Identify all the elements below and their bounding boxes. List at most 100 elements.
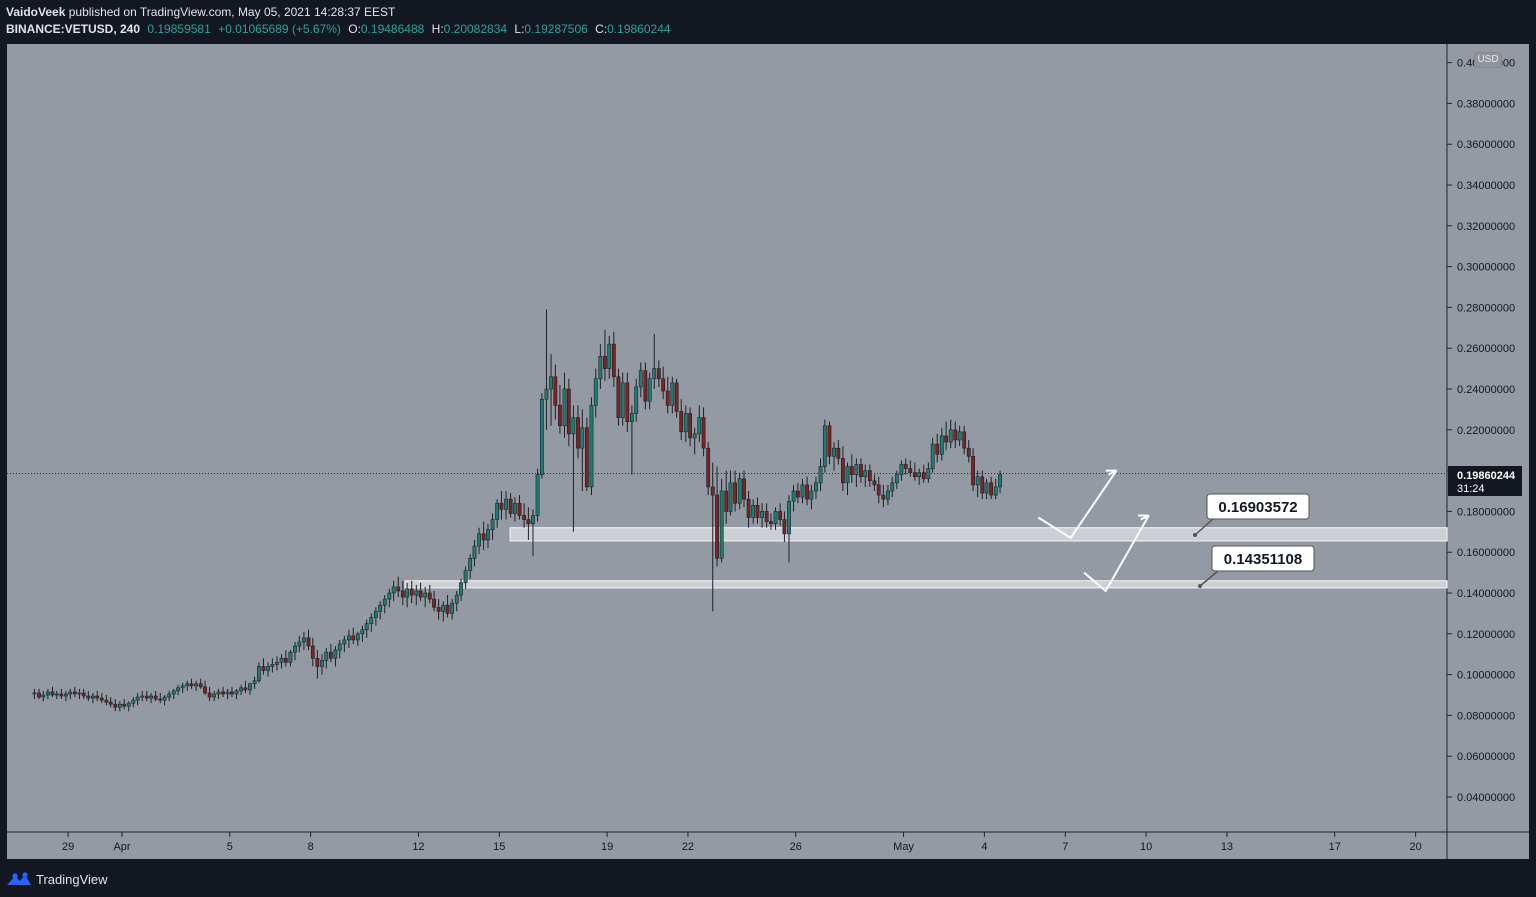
candle-body — [41, 694, 46, 698]
last-price-label: 0.19860244 31:24 — [1448, 466, 1522, 496]
candle-body — [953, 429, 958, 441]
candle-body — [522, 515, 526, 520]
candle — [867, 464, 872, 487]
candle-body — [347, 635, 351, 641]
price-axis-ticks: 0.04000000 0.06000000 0.08000000 0.10000000… — [1447, 58, 1515, 804]
candle-body — [638, 370, 643, 388]
candle — [674, 378, 679, 418]
high-value: 0.20082834 — [443, 22, 508, 36]
candle-body — [32, 692, 37, 695]
candle-body — [432, 598, 436, 608]
support-zone[interactable] — [404, 580, 1448, 589]
candle-body — [481, 533, 486, 541]
candle — [104, 695, 109, 706]
candle — [966, 440, 971, 463]
candle-body — [603, 356, 607, 369]
candle — [620, 372, 625, 426]
candle-body — [755, 504, 760, 518]
candle-body — [436, 606, 441, 612]
time-axis-pane[interactable] — [7, 832, 1529, 859]
candle-body — [782, 519, 787, 535]
candle — [391, 580, 396, 602]
candle — [571, 405, 576, 532]
candle-body — [207, 692, 212, 698]
candle — [504, 491, 508, 520]
candle — [607, 335, 612, 379]
candle-body — [908, 468, 913, 473]
time-tick-label: 19 — [601, 841, 613, 853]
candle-body — [647, 378, 652, 402]
candle-body — [288, 651, 293, 663]
candle-body — [337, 643, 342, 651]
candle-body — [917, 472, 922, 478]
candle-body — [854, 464, 859, 475]
candle — [481, 521, 486, 551]
candle — [522, 503, 526, 528]
candle — [113, 699, 118, 712]
candle — [697, 405, 702, 443]
candle-body — [962, 431, 967, 449]
close-label: C: — [595, 22, 608, 36]
candle — [975, 470, 980, 498]
candle-body — [68, 691, 73, 695]
candle — [99, 692, 104, 704]
candle — [306, 629, 311, 651]
candle-body — [706, 447, 711, 488]
support-zone[interactable] — [509, 527, 1448, 542]
price-tick-label: 0.22000000 — [1457, 425, 1515, 437]
candle-body — [427, 592, 432, 600]
tradingview-footer[interactable]: TradingView — [6, 869, 108, 889]
candle-body — [495, 502, 500, 520]
chart-pane[interactable] — [7, 44, 1447, 832]
last-price: 0.19859581 — [147, 22, 211, 36]
candle — [800, 478, 805, 504]
candle — [288, 650, 293, 667]
candle — [234, 688, 239, 700]
candle-body — [903, 464, 908, 469]
candle — [998, 470, 1002, 494]
price-axis-pane[interactable] — [1447, 44, 1529, 832]
candle — [221, 686, 225, 698]
candle — [908, 460, 913, 477]
callout-upper[interactable]: 0.16903572 — [1193, 493, 1310, 537]
candle-body — [980, 476, 985, 494]
candle — [342, 635, 347, 653]
candle-body — [778, 511, 783, 520]
candle — [337, 639, 342, 659]
candle-body — [832, 447, 836, 457]
candle-body — [616, 376, 621, 418]
projection-path[interactable] — [1083, 514, 1150, 593]
candle-body — [598, 356, 603, 380]
candle — [463, 566, 468, 589]
candle-body — [216, 691, 221, 695]
candle — [203, 680, 207, 695]
candle-body — [477, 533, 481, 547]
candle-body — [95, 695, 100, 699]
candle-body — [194, 683, 199, 687]
callout-upper-label: 0.16903572 — [1218, 499, 1297, 516]
projection-path[interactable] — [1037, 470, 1118, 540]
time-tick-label: 7 — [1062, 841, 1068, 853]
candle-body — [490, 519, 495, 531]
candle — [230, 686, 234, 698]
candle-body — [122, 703, 127, 707]
candle — [140, 690, 145, 702]
candle — [266, 662, 270, 677]
candle-body — [886, 490, 890, 500]
candle-body — [454, 594, 459, 604]
price-tick-label: 0.18000000 — [1457, 506, 1515, 518]
candle — [131, 697, 136, 708]
candle-body — [180, 685, 185, 689]
author-name[interactable]: VaidoVeek — [6, 5, 66, 19]
currency-badge[interactable]: USD — [1474, 52, 1502, 68]
symbol-label: BINANCE:VETUSD, 240 — [6, 22, 141, 36]
price-tick-label: 0.14000000 — [1457, 588, 1515, 600]
candle — [832, 442, 836, 471]
candle — [32, 688, 37, 700]
candle-body — [975, 476, 980, 486]
candle — [117, 701, 122, 712]
candle — [283, 650, 288, 667]
candle — [836, 440, 841, 465]
callout-lower[interactable]: 0.14351108 — [1198, 545, 1315, 588]
